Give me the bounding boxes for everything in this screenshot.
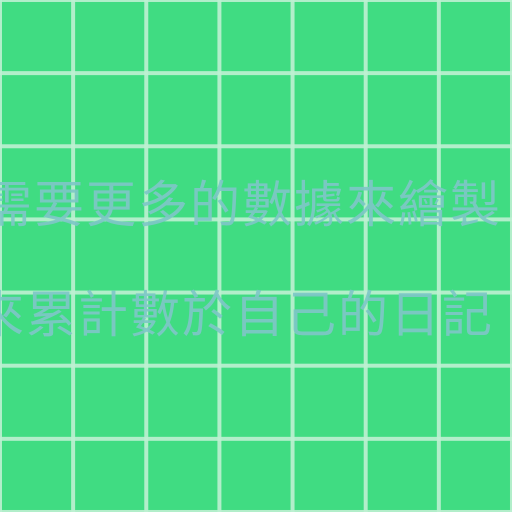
text-line-1: 需要更多的數據來繪製	[0, 176, 502, 234]
text-line-2: 來累計數於自己的日記	[0, 286, 494, 344]
